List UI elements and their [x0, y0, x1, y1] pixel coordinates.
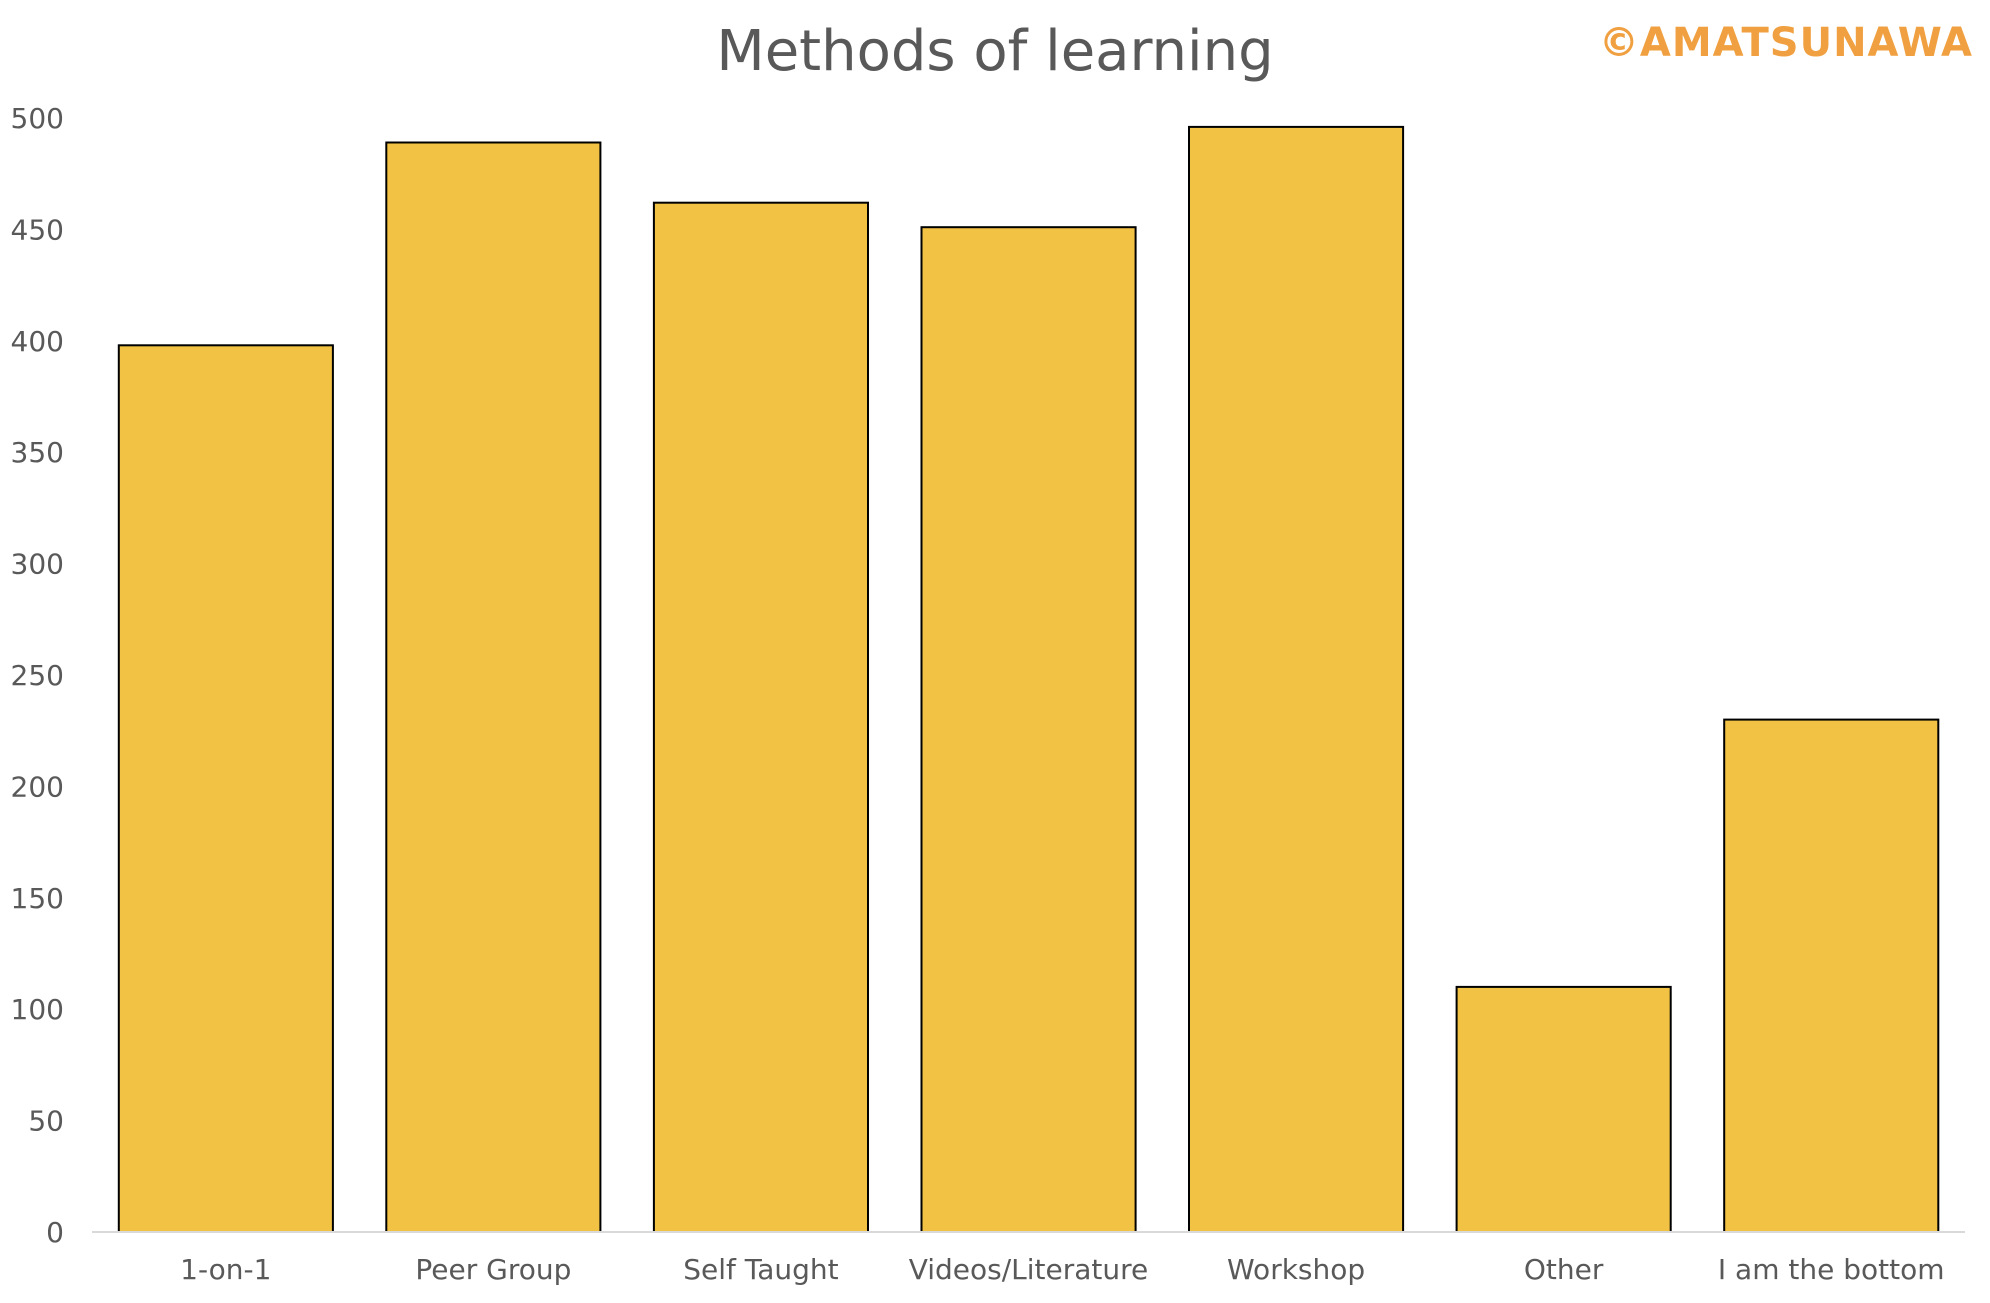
x-tick-label: 1-on-1: [180, 1253, 271, 1286]
bar-1-on-1: [117, 344, 334, 1233]
chart-title: Methods of learning: [716, 19, 1273, 84]
bar-peer-group: [385, 141, 602, 1233]
y-tick-label: 200: [11, 770, 64, 803]
y-tick-label: 0: [46, 1216, 64, 1249]
y-tick-label: 400: [11, 325, 64, 358]
bar-workshop: [1188, 125, 1405, 1233]
x-axis-ticks: 1-on-1 Peer Group Self Taught Videos/Litera…: [180, 1253, 1944, 1286]
y-tick-label: 300: [11, 548, 64, 581]
y-tick-label: 250: [11, 659, 64, 692]
x-tick-label: I am the bottom: [1718, 1253, 1945, 1286]
x-tick-label: Videos/Literature: [909, 1253, 1149, 1286]
y-tick-label: 500: [11, 102, 64, 135]
watermark: ©AMATSUNAWA: [1598, 20, 1973, 66]
y-tick-label: 450: [11, 213, 64, 246]
y-tick-label: 100: [11, 993, 64, 1026]
y-tick-label: 50: [28, 1105, 64, 1138]
bar-i-am-the-bottom: [1723, 718, 1940, 1233]
bar-other: [1455, 985, 1672, 1234]
bar-self-taught: [652, 201, 870, 1234]
bars-group: [117, 125, 1940, 1234]
y-axis-ticks: 0 50 100 150 200 250 300 350 400 450 500: [11, 102, 64, 1249]
x-tick-label: Workshop: [1227, 1253, 1365, 1286]
y-tick-label: 350: [11, 436, 64, 469]
x-tick-label: Self Taught: [683, 1253, 838, 1286]
y-tick-label: 150: [11, 882, 64, 915]
bar-videos-literature: [920, 226, 1137, 1233]
x-tick-label: Peer Group: [415, 1253, 571, 1286]
x-tick-label: Other: [1524, 1253, 1604, 1286]
